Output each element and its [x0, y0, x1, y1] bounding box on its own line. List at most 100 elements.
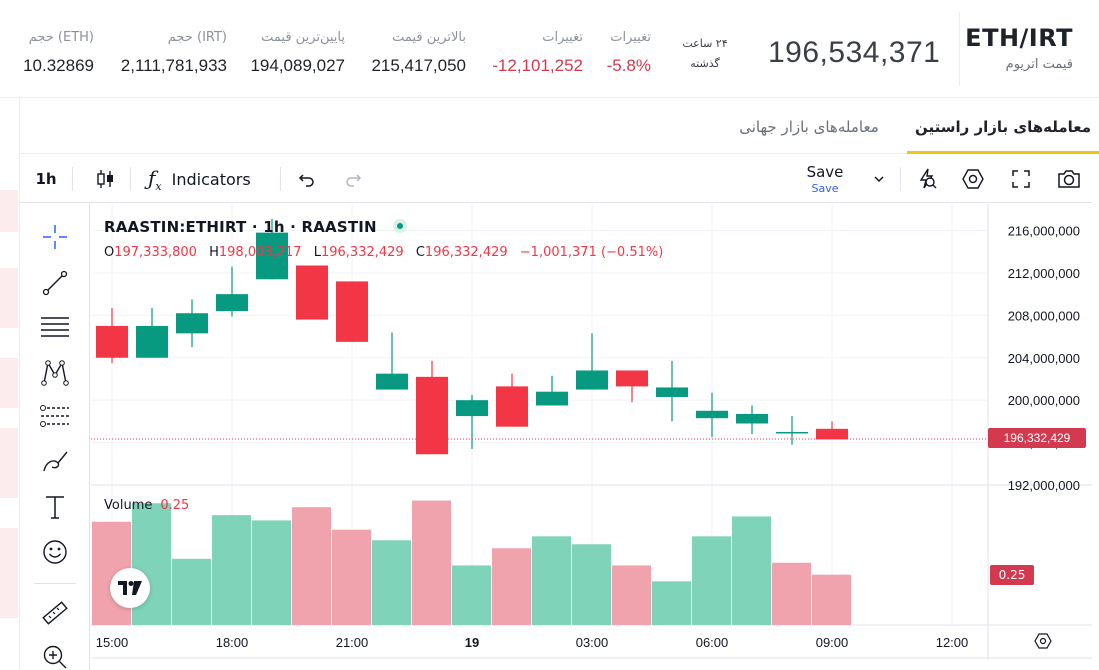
candle-body [136, 325, 168, 358]
volume-bar [292, 507, 331, 625]
interval-button[interactable]: 1h [35, 170, 57, 188]
price-axis-label: 212,000,000 [1008, 266, 1080, 281]
save-button[interactable]: Save Save [800, 163, 850, 195]
time-axis-label: 03:00 [576, 635, 609, 650]
stat-change-percent: تغییرات -5.8% [607, 30, 651, 76]
volume-bar [772, 562, 811, 625]
price-axis-label: 208,000,000 [1008, 308, 1080, 323]
volume-bar [452, 565, 491, 625]
period-line-2: گذشته [690, 57, 720, 70]
camera-icon[interactable] [1052, 155, 1086, 203]
candle-body [536, 391, 568, 406]
zoom-in-icon[interactable] [37, 639, 73, 670]
volume-bar [532, 536, 571, 625]
ohlc-change: −1,001,371 (−0.51%) [519, 245, 664, 260]
volume-bar [172, 558, 211, 625]
candle-body [376, 373, 408, 390]
market-tabs: معامله‌های بازار راستین معامله‌های بازار… [20, 98, 1099, 154]
emoji-icon[interactable] [37, 534, 73, 570]
market-status-icon [392, 219, 407, 233]
stat-label: بالاترین قیمت [392, 30, 466, 45]
axis-settings-icon-center [1039, 637, 1047, 645]
volume-value: 0.25 [160, 498, 190, 513]
volume-bar [572, 544, 611, 625]
price-axis-label: 204,000,000 [1008, 351, 1080, 366]
chevron-down-icon[interactable] [866, 155, 892, 203]
settings-icon[interactable] [956, 155, 990, 203]
candle-body [296, 265, 328, 320]
axis-settings-icon [1034, 633, 1052, 649]
volume-legend: Volume 0.25 [104, 498, 189, 513]
candle-body [96, 325, 128, 358]
candle-body [496, 386, 528, 427]
brush-icon[interactable] [37, 444, 73, 480]
orderbook-row [0, 428, 18, 498]
trend-line-icon[interactable] [37, 265, 73, 301]
volume-bar [212, 515, 251, 625]
price-axis-label: 192,000,000 [1008, 478, 1080, 493]
stat-label: تغییرات [542, 30, 583, 45]
quick-search-icon[interactable] [910, 155, 944, 203]
stat-value: 215,417,050 [371, 56, 466, 75]
time-axis-label: 12:00 [936, 635, 969, 650]
candle-body [176, 313, 208, 334]
price-axis-label: 216,000,000 [1008, 224, 1080, 239]
volume-bar [372, 540, 411, 625]
volume-bar [812, 574, 851, 625]
pattern-tool-icon[interactable] [37, 354, 73, 390]
ruler-icon[interactable] [37, 595, 73, 631]
fullscreen-icon[interactable] [1004, 155, 1038, 203]
chart-toolbar: 1h ƒx Indicators Save Save [20, 155, 1092, 203]
stat-value: -5.8% [606, 56, 651, 75]
time-axis-label: 18:00 [216, 635, 249, 650]
ohlc-low: 196,332,429 [320, 245, 404, 260]
ohlc-open: 197,333,800 [114, 245, 197, 260]
chart-legend: RAASTIN:ETHIRT · 1h · RAASTIN [104, 218, 407, 236]
stat-label: تغییرات [610, 30, 651, 45]
volume-label: Volume [104, 498, 153, 513]
period-line-1: ۲۴ ساعت [682, 37, 728, 50]
toolbar-divider [280, 167, 281, 191]
save-label: Save [806, 163, 844, 181]
orderbook-row [0, 268, 18, 328]
rail-divider [34, 583, 76, 584]
redo-icon[interactable] [338, 155, 368, 203]
stat-high: بالاترین قیمت 215,417,050 [371, 30, 466, 76]
save-sublabel: Save [811, 182, 839, 195]
stat-low: پایین‌ترین قیمت 194,089,027 [250, 30, 345, 76]
tradingview-logo[interactable] [110, 568, 150, 608]
tab-raastin-market[interactable]: معامله‌های بازار راستین [907, 98, 1099, 154]
time-axis-label: 19 [465, 635, 479, 650]
ohlc-high: 198,003,217 [218, 245, 302, 260]
indicators-button[interactable]: ƒx Indicators [148, 155, 272, 203]
volume-bar [412, 500, 451, 625]
volume-bar [692, 536, 731, 625]
stat-volume-irt: حجم (IRT) 2,111,781,933 [121, 30, 227, 76]
tab-global-market[interactable]: معامله‌های بازار جهانی [739, 118, 879, 136]
volume-tag: 0.25 [990, 565, 1034, 585]
horizontal-lines-icon[interactable] [37, 309, 73, 345]
volume-bar [732, 516, 771, 625]
period-label: ۲۴ ساعت گذشته [680, 34, 730, 74]
candles-style-icon[interactable] [88, 155, 122, 203]
orderbook-row [0, 528, 18, 618]
candle-body [216, 294, 248, 312]
orderbook-row [0, 190, 18, 232]
pair-block: ETH/IRT قیمت اتریوم [959, 12, 1099, 86]
toolbar-divider [130, 167, 131, 191]
time-axis-label: 21:00 [336, 635, 369, 650]
ohlc-l-label: L [313, 245, 321, 260]
pair-name: قیمت اتریوم [1005, 57, 1073, 72]
undo-icon[interactable] [292, 155, 322, 203]
toolbar-divider [72, 167, 73, 191]
orderbook-edge [0, 98, 20, 670]
crosshair-icon[interactable] [37, 219, 73, 255]
stat-volume-eth: حجم (ETH) 10.32869 [23, 30, 94, 76]
text-tool-icon[interactable] [37, 489, 73, 525]
candle-body [776, 431, 808, 434]
fib-retracement-icon[interactable] [37, 399, 73, 435]
fx-icon: ƒx [148, 165, 162, 193]
time-axis-label: 06:00 [696, 635, 729, 650]
stat-value: -12,101,252 [492, 56, 583, 75]
